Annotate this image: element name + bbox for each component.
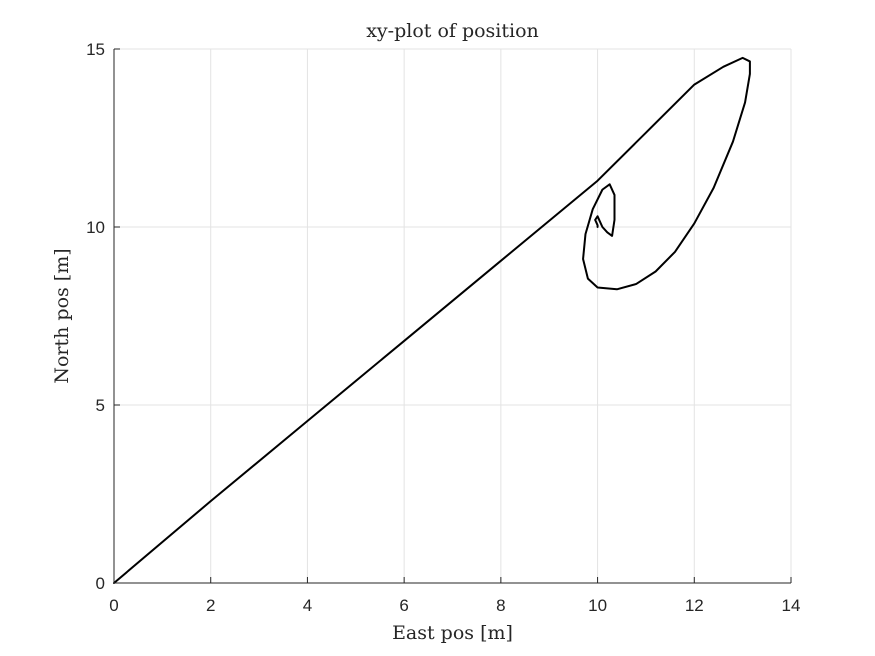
x-tick-label-4: 8 — [496, 596, 505, 615]
y-tick-label-0: 0 — [96, 574, 105, 593]
x-axis-label: East pos [m] — [392, 622, 513, 644]
plot-area — [114, 49, 791, 583]
trajectory-series — [113, 56, 751, 584]
axes — [113, 49, 791, 584]
x-tick-label-1: 2 — [206, 596, 215, 615]
chart-title: xy-plot of position — [366, 20, 539, 42]
x-tick-label-0: 0 — [109, 596, 118, 615]
x-tick-label-5: 10 — [588, 596, 607, 615]
tick-labels: 0 2 4 6 8 10 12 14 0 5 10 15 — [86, 40, 800, 615]
x-tick-label-6: 12 — [685, 596, 704, 615]
x-tick-label-7: 14 — [782, 596, 801, 615]
y-tick-label-2: 10 — [86, 218, 105, 237]
y-tick-label-1: 5 — [96, 396, 105, 415]
x-tick-label-3: 6 — [399, 596, 408, 615]
x-tick-label-2: 4 — [303, 596, 312, 615]
y-axis-label: North pos [m] — [51, 248, 73, 383]
y-tick-label-3: 15 — [86, 40, 105, 59]
trajectory-line-0 — [113, 56, 751, 584]
tick-marks — [113, 48, 792, 584]
